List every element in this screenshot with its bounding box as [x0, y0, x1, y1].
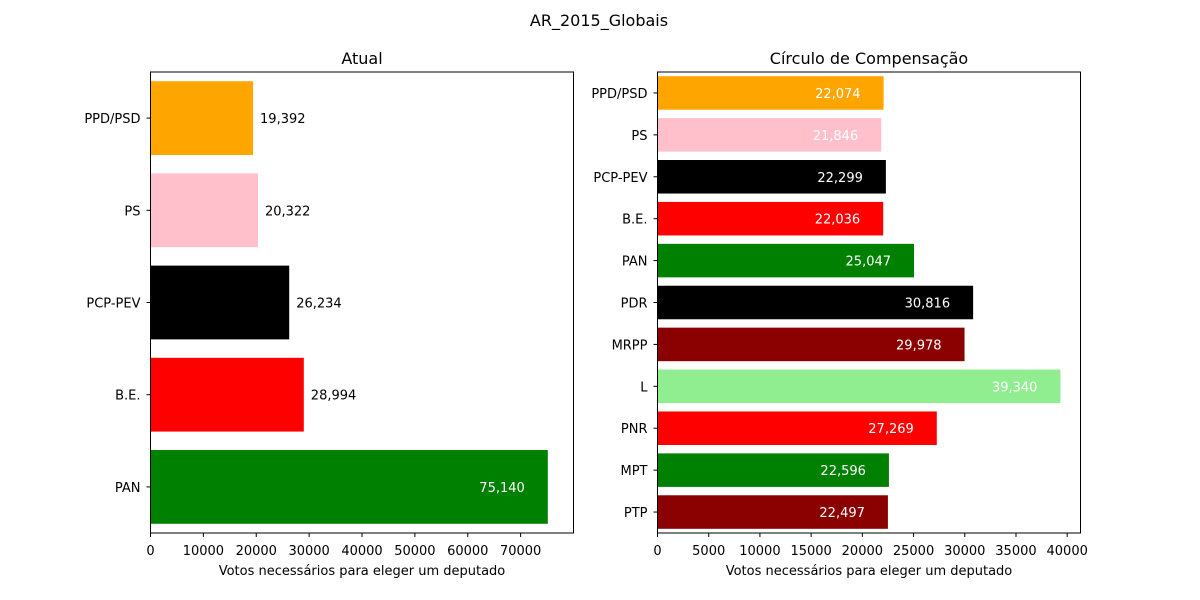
y-tick-label-ptp: PTP	[624, 506, 648, 521]
y-tick-label-ppd-psd: PPD/PSD	[591, 87, 647, 102]
x-axis-label: Votos necessários para eleger um deputad…	[726, 564, 1013, 579]
data-label-ppd-psd: 19,392	[260, 112, 306, 127]
data-label-pdr: 30,816	[905, 297, 951, 312]
x-tick-label: 50000	[394, 544, 435, 559]
data-label-pcp-pev: 26,234	[296, 297, 342, 312]
bar-mrpp	[657, 327, 965, 362]
x-tick-label: 5000	[692, 544, 725, 559]
x-tick-label: 40000	[341, 544, 382, 559]
chart-panel-circulo-compensacao: 22,074 PPD/PSD 21,846 PS 22,299 PCP-PEV 22,036…	[591, 49, 1088, 579]
y-tick-label-pnr: PNR	[621, 422, 648, 437]
y-tick-label-b-e: B.E.	[115, 389, 140, 404]
x-tick-label: 0	[653, 544, 661, 559]
bar-ps	[657, 118, 882, 152]
bar-ppd-psd	[150, 81, 254, 155]
y-tick-label-b-e: B.E.	[622, 213, 647, 228]
data-label-ptp: 22,497	[819, 506, 865, 521]
x-tick-label: 25000	[893, 544, 934, 559]
y-tick-label-mpt: MPT	[621, 464, 648, 479]
bar-ps	[150, 173, 258, 248]
y-tick-label-pcp-pev: PCP-PEV	[86, 297, 140, 312]
x-tick-label: 30000	[944, 544, 985, 559]
x-tick-label: 40000	[1047, 544, 1088, 559]
data-label-l: 39,340	[992, 380, 1038, 395]
x-tick-label: 70000	[500, 544, 541, 559]
bar-pan	[150, 450, 548, 524]
y-tick-label-l: L	[640, 380, 648, 395]
bar-mpt	[657, 453, 889, 487]
data-label-b-e: 22,036	[815, 213, 861, 228]
chart-panel-atual: 19,392 PPD/PSD 20,322 PS 26,234 PCP-PEV 28,994…	[84, 49, 574, 579]
y-tick-label-pan: PAN	[622, 255, 648, 270]
x-tick-label: 20000	[842, 544, 883, 559]
figure-title: AR_2015_Globais	[530, 11, 668, 31]
bar-pcp-pev	[657, 160, 886, 194]
data-label-mrpp: 29,978	[896, 338, 942, 353]
data-label-ps: 21,846	[813, 129, 859, 144]
bar-ppd-psd	[657, 76, 884, 110]
bar-pcp-pev	[150, 265, 290, 340]
y-tick-label-pcp-pev: PCP-PEV	[593, 171, 647, 186]
y-tick-label-ps: PS	[631, 129, 647, 144]
x-tick-label: 0	[146, 544, 154, 559]
bar-pdr	[657, 285, 974, 320]
y-tick-label-pdr: PDR	[621, 297, 648, 312]
x-tick-label: 35000	[995, 544, 1036, 559]
bar-b-e	[150, 357, 304, 432]
data-label-ps: 20,322	[265, 204, 311, 219]
data-label-mpt: 22,596	[820, 464, 866, 479]
y-tick-label-ps: PS	[124, 204, 140, 219]
data-label-pan: 75,140	[479, 481, 525, 496]
data-label-pcp-pev: 22,299	[817, 171, 863, 186]
bar-pan	[657, 243, 915, 278]
y-tick-label-mrpp: MRPP	[612, 338, 648, 353]
y-tick-label-ppd-psd: PPD/PSD	[84, 112, 140, 127]
x-tick-label: 30000	[288, 544, 329, 559]
x-tick-label: 60000	[447, 544, 488, 559]
x-tick-label: 10000	[183, 544, 224, 559]
x-axis-label: Votos necessários para eleger um deputad…	[219, 564, 506, 579]
panel-title: Atual	[341, 49, 382, 68]
x-tick-label: 15000	[790, 544, 831, 559]
bar-b-e	[657, 201, 884, 236]
x-tick-label: 10000	[739, 544, 780, 559]
panel-title: Círculo de Compensação	[770, 49, 968, 68]
data-label-b-e: 28,994	[311, 389, 357, 404]
bar-pnr	[657, 411, 937, 445]
bar-ptp	[657, 495, 888, 529]
bar-l	[657, 369, 1061, 404]
data-label-pnr: 27,269	[868, 422, 914, 437]
data-label-ppd-psd: 22,074	[815, 87, 861, 102]
data-label-pan: 25,047	[846, 255, 892, 270]
y-tick-label-pan: PAN	[115, 481, 141, 496]
axes-frame	[657, 71, 1081, 534]
x-tick-label: 20000	[236, 544, 277, 559]
